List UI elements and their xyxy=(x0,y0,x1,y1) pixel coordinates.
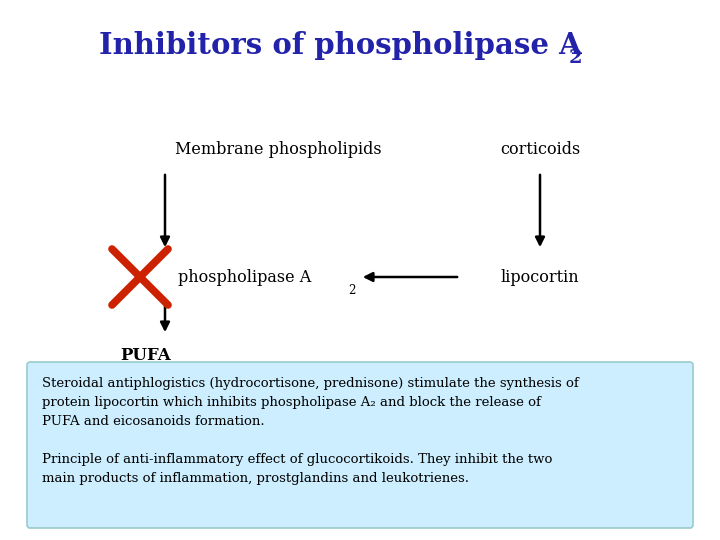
Text: Steroidal antiphlogistics (hydrocortisone, prednisone) stimulate the synthesis o: Steroidal antiphlogistics (hydrocortison… xyxy=(42,377,579,428)
Text: Principle of anti-inflammatory effect of glucocortikoids. They inhibit the two
m: Principle of anti-inflammatory effect of… xyxy=(42,453,552,485)
Text: corticoids: corticoids xyxy=(500,141,580,159)
Text: 2: 2 xyxy=(348,284,356,296)
Text: PUFA: PUFA xyxy=(120,347,171,363)
FancyBboxPatch shape xyxy=(27,362,693,528)
Text: 2: 2 xyxy=(568,49,582,67)
Text: lipocortin: lipocortin xyxy=(500,268,580,286)
Text: phospholipase A: phospholipase A xyxy=(178,268,311,286)
Text: Membrane phospholipids: Membrane phospholipids xyxy=(175,141,382,159)
Text: Inhibitors of phospholipase A: Inhibitors of phospholipase A xyxy=(99,30,581,59)
